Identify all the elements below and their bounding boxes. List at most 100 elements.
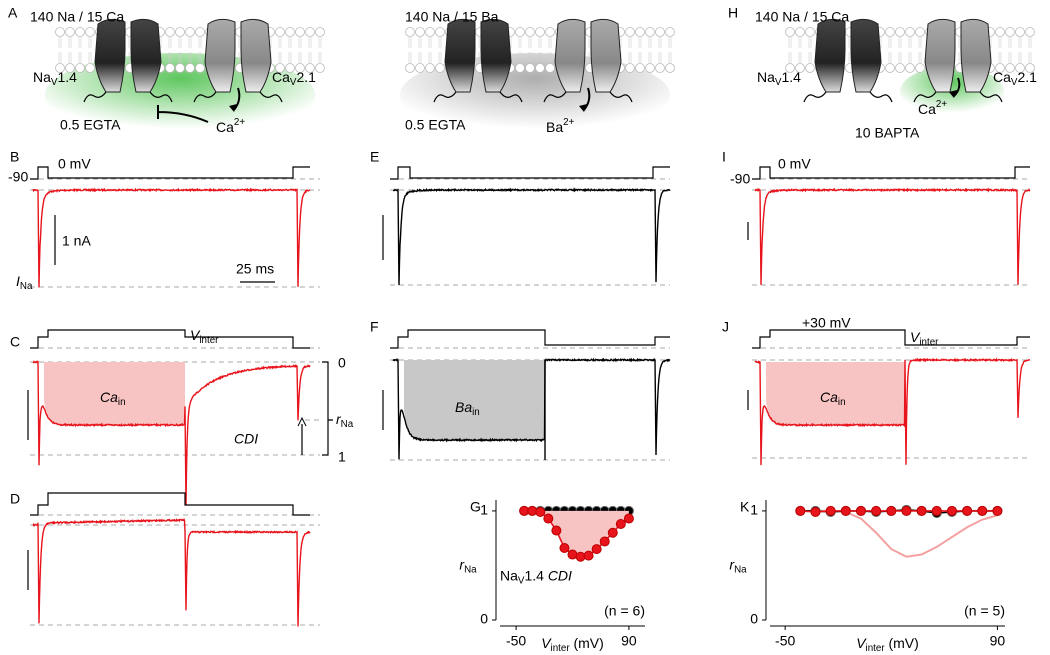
label: Cain: [100, 389, 126, 408]
lipid-tail: [808, 37, 812, 63]
lipid-head: [1015, 63, 1025, 73]
label: D: [10, 491, 20, 507]
annotation: NaV1.4 CDI: [500, 567, 572, 586]
label: CaV2.1: [993, 69, 1037, 88]
lipid-head: [525, 27, 535, 37]
label: 0: [338, 355, 346, 371]
lipid-tail: [518, 37, 522, 63]
label-part: Na: [20, 281, 33, 292]
label: C: [10, 334, 20, 350]
y-tick-label: 0: [750, 611, 758, 627]
lipid-tail: [548, 37, 552, 63]
lipid-head: [915, 63, 925, 73]
lipid-head: [305, 63, 315, 73]
y-axis-label: rNa: [459, 556, 477, 575]
label-part: V: [1011, 77, 1018, 88]
x-tick-label: 90: [621, 633, 637, 649]
label-part: Ca: [993, 69, 1011, 85]
arrow-head: [579, 104, 587, 112]
label: +30 mV: [802, 315, 851, 331]
label: 1: [338, 449, 346, 465]
lipid-tail: [408, 37, 412, 63]
label: 140 Na / 15 Ca: [30, 9, 124, 25]
label-part: Na: [757, 69, 775, 85]
lipid-tail: [178, 37, 182, 63]
label-part: 2+: [234, 117, 245, 128]
lipid-head: [175, 27, 185, 37]
lipid-head: [625, 27, 635, 37]
channel: [850, 18, 882, 93]
voltage-trace: [752, 166, 1030, 180]
lipid-head: [885, 27, 895, 37]
lipid-head: [55, 27, 65, 37]
lipid-tail: [898, 37, 902, 63]
data-point: [615, 519, 626, 529]
channel: [444, 18, 476, 93]
label: Vinter: [190, 327, 219, 346]
lipid-head: [1005, 63, 1015, 73]
shaded-area: [44, 362, 185, 425]
lipid-head: [275, 63, 285, 73]
lipid-head: [785, 27, 795, 37]
shaded-area: [404, 360, 545, 440]
lipid-tail: [278, 37, 282, 63]
arrow-head: [297, 416, 307, 427]
x-tick-label: 90: [990, 633, 1006, 649]
channel: [204, 18, 236, 93]
lipid-head: [435, 63, 445, 73]
lipid-head: [545, 27, 555, 37]
label: NaV1.4: [757, 69, 801, 88]
lipid-head: [195, 63, 205, 73]
lipid-head: [85, 63, 95, 73]
lipid-tail: [308, 37, 312, 63]
label: -90: [730, 171, 750, 187]
lipid-tail: [658, 37, 662, 63]
label-part: Ba: [455, 399, 472, 415]
lipid-head: [655, 63, 665, 73]
lipid-head: [295, 27, 305, 37]
data-point: [855, 505, 866, 516]
data-point: [992, 505, 1003, 516]
voltage-trace: [30, 166, 310, 180]
lipid-head: [165, 63, 175, 73]
label: A: [8, 5, 18, 21]
y-tick-label: 0: [480, 611, 488, 627]
lipid-head: [405, 63, 415, 73]
current-trace: [32, 517, 311, 627]
lipid-head: [175, 63, 185, 73]
voltage-trace: [390, 329, 670, 349]
label: E: [370, 149, 379, 165]
channel: [130, 18, 162, 93]
channel: [240, 18, 272, 93]
lipid-tail: [638, 37, 642, 63]
lipid-head: [435, 27, 445, 37]
x-tick-label: -50: [775, 633, 795, 649]
lipid-head: [525, 63, 535, 73]
lipid-head: [405, 27, 415, 37]
lipid-tail: [628, 37, 632, 63]
lipid-tail: [288, 37, 292, 63]
n-label: (n = 6): [604, 603, 645, 619]
current-trace: [392, 187, 671, 286]
lipid-head: [635, 27, 645, 37]
data-point: [623, 513, 634, 524]
bracket: [322, 361, 333, 456]
data-point: [931, 505, 942, 516]
label: 10 BAPTA: [855, 125, 920, 141]
lipid-tail: [58, 37, 62, 63]
data-point: [543, 513, 554, 524]
lipid-head: [795, 27, 805, 37]
label: Ca2+: [918, 99, 947, 117]
label: 140 Na / 15 Ca: [755, 9, 849, 25]
data-point: [567, 549, 578, 560]
data-point: [583, 550, 594, 561]
lipid-head: [995, 63, 1005, 73]
arrow-head: [229, 104, 237, 112]
data-point: [795, 505, 806, 516]
lipid-head: [185, 27, 195, 37]
lipid-tail: [788, 37, 792, 63]
label-part: 2+: [563, 117, 574, 128]
lipid-head: [185, 63, 195, 73]
data-point: [810, 507, 821, 517]
lipid-tail: [538, 37, 542, 63]
